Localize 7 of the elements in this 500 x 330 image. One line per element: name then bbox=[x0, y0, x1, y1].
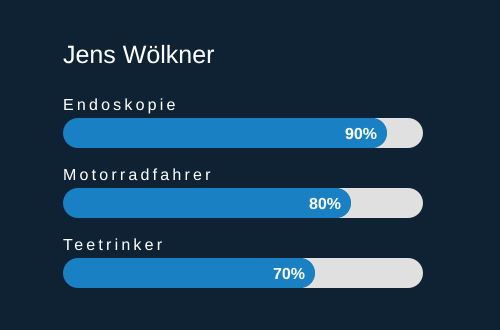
chart-title: Jens Wölkner bbox=[63, 41, 214, 69]
y-tick-label: Motorradfahrer bbox=[63, 167, 214, 184]
y-tick-label: Teetrinker bbox=[63, 237, 166, 254]
data-label: 70% bbox=[272, 266, 305, 283]
data-label: 80% bbox=[308, 196, 341, 213]
data-label: 90% bbox=[344, 126, 377, 143]
y-tick-label: Endoskopie bbox=[63, 97, 179, 114]
